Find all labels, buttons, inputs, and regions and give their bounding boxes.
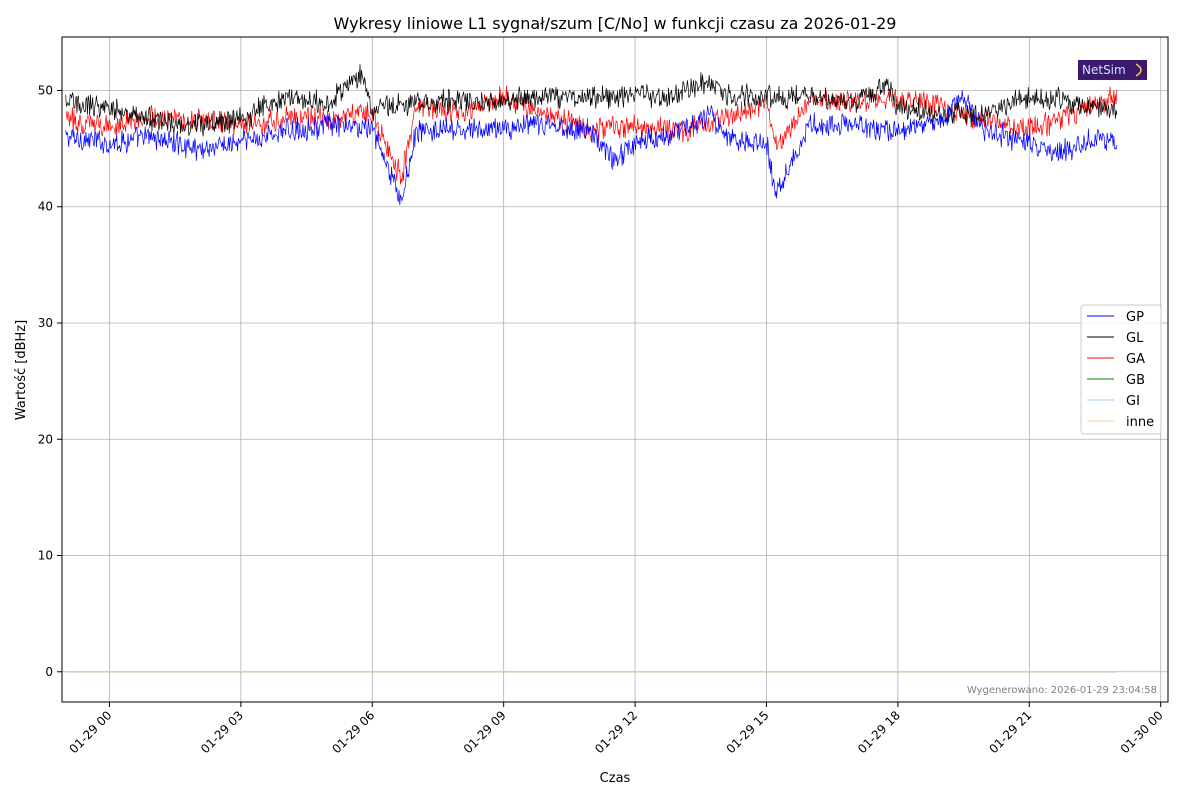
legend-label-gl: GL	[1126, 331, 1144, 346]
series-lines	[65, 64, 1118, 673]
legend-label-gi: GI	[1126, 394, 1140, 409]
plot-area	[61, 36, 1169, 703]
logo-text: NetSim	[1082, 63, 1126, 77]
y-tick-label: 20	[38, 432, 53, 446]
x-tick-label: 01-30 00	[1118, 708, 1166, 756]
y-axis-label: Wartość [dBHz]	[14, 320, 29, 420]
logo-swoosh-icon	[1135, 63, 1142, 77]
y-axis: 0 10 20 30 40 50	[38, 83, 62, 679]
x-tick-label: 01-29 18	[855, 708, 903, 756]
x-tick-label: 01-29 12	[592, 708, 640, 756]
legend-label-gb: GB	[1126, 373, 1145, 388]
generated-timestamp: Wygenerowano: 2026-01-29 23:04:58	[967, 685, 1157, 696]
legend-label-inne: inne	[1126, 415, 1154, 430]
x-axis-label: Czas	[600, 771, 631, 786]
series-line-gp	[65, 89, 1118, 206]
netsim-logo: NetSim	[1078, 60, 1147, 80]
x-tick-label: 01-29 03	[198, 708, 246, 756]
legend-label-ga: GA	[1126, 352, 1145, 367]
logo-background	[1078, 60, 1147, 80]
chart-title: Wykresy liniowe L1 sygnał/szum [C/No] w …	[334, 14, 897, 33]
x-tick-label: 01-29 21	[986, 708, 1034, 756]
series-line-ga	[65, 85, 1118, 185]
plot-border	[61, 36, 1169, 703]
y-tick-label: 40	[38, 200, 53, 214]
y-tick-label: 30	[38, 316, 53, 330]
y-tick-label: 50	[38, 83, 53, 97]
x-tick-label: 01-29 09	[461, 708, 509, 756]
legend-label-gp: GP	[1126, 310, 1144, 325]
legend: GP GL GA GB GI inne	[1080, 304, 1162, 435]
y-tick-label: 10	[38, 549, 53, 563]
x-axis: 01-29 00 01-29 03 01-29 06 01-29 09 01-29 12…	[67, 702, 1166, 756]
x-tick-label: 01-29 06	[329, 708, 377, 756]
x-tick-label: 01-29 00	[67, 708, 115, 756]
x-tick-label: 01-29 15	[724, 708, 772, 756]
y-tick-label: 0	[45, 665, 53, 679]
